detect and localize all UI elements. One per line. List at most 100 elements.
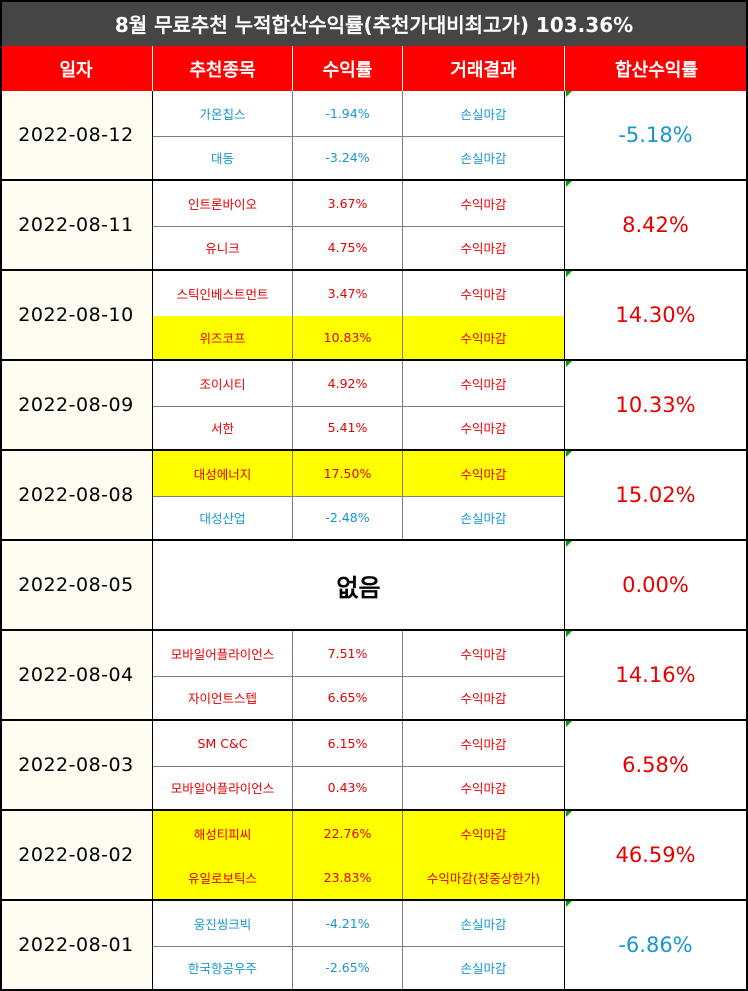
return-cell: 17.50% bbox=[293, 451, 403, 496]
date-group: 2022-08-11 인트론바이오 3.67% 수익마감 유니크 4.75% 수익마감 8.4… bbox=[0, 181, 748, 271]
return-cell: 4.92% bbox=[293, 361, 403, 406]
stock-name-cell: 서한 bbox=[153, 406, 293, 449]
return-cell: 5.41% bbox=[293, 406, 403, 449]
return-cell: 7.51% bbox=[293, 631, 403, 676]
date-cell: 2022-08-04 bbox=[0, 631, 153, 719]
return-cell: 6.65% bbox=[293, 676, 403, 719]
date-cell: 2022-08-10 bbox=[0, 271, 153, 359]
stock-name-cell: 스틱인베스트먼트 bbox=[153, 271, 293, 316]
stock-name-cell: SM C&C bbox=[153, 721, 293, 766]
result-cell: 손실마감 bbox=[403, 136, 565, 179]
table-row: 모바일어플라이언스 0.43% 수익마감 bbox=[153, 766, 565, 809]
comment-marker-icon bbox=[566, 271, 572, 277]
total-return-cell: 15.02% bbox=[565, 451, 748, 539]
result-cell: 수익마감 bbox=[403, 721, 565, 766]
comment-marker-icon bbox=[566, 541, 572, 547]
result-cell: 손실마감 bbox=[403, 901, 565, 946]
stock-name-cell: 대성산업 bbox=[153, 496, 293, 539]
date-group: 2022-08-04 모바일어플라이언스 7.51% 수익마감 자이언트스텝 6.65% 수… bbox=[0, 631, 748, 721]
table-row: 스틱인베스트먼트 3.47% 수익마감 bbox=[153, 271, 565, 317]
result-cell: 수익마감 bbox=[403, 406, 565, 449]
total-return-cell: 0.00% bbox=[565, 541, 748, 629]
return-cell: 3.47% bbox=[293, 271, 403, 316]
stock-name-cell: 모바일어플라이언스 bbox=[153, 631, 293, 676]
date-group: 2022-08-02 해성티피씨 22.76% 수익마감 유일로보틱스 23.83% 수익마… bbox=[0, 811, 748, 901]
result-cell: 수익마감 bbox=[403, 181, 565, 226]
date-group: 2022-08-05 없음 0.00% bbox=[0, 541, 748, 631]
date-cell: 2022-08-03 bbox=[0, 721, 153, 809]
result-cell: 수익마감 bbox=[403, 811, 565, 856]
date-group: 2022-08-08 대성에너지 17.50% 수익마감 대성산업 -2.48% 손실마감 1… bbox=[0, 451, 748, 541]
total-return-cell: 14.16% bbox=[565, 631, 748, 719]
result-cell: 손실마감 bbox=[403, 946, 565, 989]
table-row: 가온칩스 -1.94% 손실마감 bbox=[153, 91, 565, 137]
return-cell: 6.15% bbox=[293, 721, 403, 766]
table-row: 모바일어플라이언스 7.51% 수익마감 bbox=[153, 631, 565, 677]
return-cell: -1.94% bbox=[293, 91, 403, 136]
stock-name-cell: 자이언트스텝 bbox=[153, 676, 293, 719]
table-row: 서한 5.41% 수익마감 bbox=[153, 406, 565, 449]
table-row: 위즈코프 10.83% 수익마감 bbox=[153, 316, 565, 359]
table-row: 유니크 4.75% 수익마감 bbox=[153, 226, 565, 269]
header-return: 수익률 bbox=[293, 46, 403, 91]
table-row: 한국항공우주 -2.65% 손실마감 bbox=[153, 946, 565, 989]
date-cell: 2022-08-12 bbox=[0, 91, 153, 179]
table-row: 유일로보틱스 23.83% 수익마감(장중상한가) bbox=[153, 856, 565, 899]
return-cell: 22.76% bbox=[293, 811, 403, 856]
table-row: 인트론바이오 3.67% 수익마감 bbox=[153, 181, 565, 227]
comment-marker-icon bbox=[566, 901, 572, 907]
result-cell: 수익마감 bbox=[403, 271, 565, 316]
result-cell: 수익마감 bbox=[403, 451, 565, 496]
date-cell: 2022-08-09 bbox=[0, 361, 153, 449]
page-title: 8월 무료추천 누적합산수익률(추천가대비최고가) 103.36% bbox=[0, 0, 748, 46]
stock-name-cell: 대성에너지 bbox=[153, 451, 293, 496]
table-row: 자이언트스텝 6.65% 수익마감 bbox=[153, 676, 565, 719]
stock-name-cell: 한국항공우주 bbox=[153, 946, 293, 989]
date-group: 2022-08-01 웅진씽크빅 -4.21% 손실마감 한국항공우주 -2.65% 손실마… bbox=[0, 901, 748, 991]
date-group: 2022-08-09 조이시티 4.92% 수익마감 서한 5.41% 수익마감 10.33% bbox=[0, 361, 748, 451]
comment-marker-icon bbox=[566, 91, 572, 97]
total-return-cell: 10.33% bbox=[565, 361, 748, 449]
table-row: 해성티피씨 22.76% 수익마감 bbox=[153, 811, 565, 857]
header-total-return: 합산수익률 bbox=[615, 59, 698, 81]
comment-marker-icon bbox=[566, 631, 572, 637]
date-group: 2022-08-03 SM C&C 6.15% 수익마감 모바일어플라이언스 0.43% 수… bbox=[0, 721, 748, 811]
date-cell: 2022-08-05 bbox=[0, 541, 153, 629]
header-row: 일자 추천종목 수익률 거래결과 합산수익률 bbox=[0, 46, 748, 91]
total-return-cell: -6.86% bbox=[565, 901, 748, 989]
return-cell: 4.75% bbox=[293, 226, 403, 269]
return-cell: 10.83% bbox=[293, 316, 403, 359]
stock-name-cell: 조이시티 bbox=[153, 361, 293, 406]
comment-marker-icon bbox=[566, 451, 572, 457]
table-row: 대성산업 -2.48% 손실마감 bbox=[153, 496, 565, 539]
return-cell: -4.21% bbox=[293, 901, 403, 946]
table-row: SM C&C 6.15% 수익마감 bbox=[153, 721, 565, 767]
total-return-cell: 8.42% bbox=[565, 181, 748, 269]
stock-name-cell: 위즈코프 bbox=[153, 316, 293, 359]
total-return-cell: -5.18% bbox=[565, 91, 748, 179]
result-cell: 수익마감 bbox=[403, 676, 565, 719]
result-cell: 수익마감 bbox=[403, 316, 565, 359]
table-row: 웅진씽크빅 -4.21% 손실마감 bbox=[153, 901, 565, 947]
stock-name-cell: 웅진씽크빅 bbox=[153, 901, 293, 946]
table-body: 2022-08-12 가온칩스 -1.94% 손실마감 대동 -3.24% 손실마감 -5.1… bbox=[0, 91, 748, 991]
comment-marker-icon bbox=[566, 181, 572, 187]
header-result: 거래결과 bbox=[403, 46, 565, 91]
comment-marker-icon bbox=[566, 721, 572, 727]
date-group: 2022-08-12 가온칩스 -1.94% 손실마감 대동 -3.24% 손실마감 -5.1… bbox=[0, 91, 748, 181]
result-cell: 수익마감 bbox=[403, 631, 565, 676]
date-cell: 2022-08-11 bbox=[0, 181, 153, 269]
stock-name-cell: 대동 bbox=[153, 136, 293, 179]
date-cell: 2022-08-02 bbox=[0, 811, 153, 899]
stock-name-cell: 가온칩스 bbox=[153, 91, 293, 136]
comment-marker-icon bbox=[566, 361, 572, 367]
stock-name-cell: 유니크 bbox=[153, 226, 293, 269]
date-cell: 2022-08-01 bbox=[0, 901, 153, 989]
return-cell: 3.67% bbox=[293, 181, 403, 226]
stock-name-cell: 모바일어플라이언스 bbox=[153, 766, 293, 809]
return-cell: -3.24% bbox=[293, 136, 403, 179]
stock-name-cell: 유일로보틱스 bbox=[153, 856, 293, 899]
header-stock: 추천종목 bbox=[153, 46, 293, 91]
return-cell: -2.48% bbox=[293, 496, 403, 539]
